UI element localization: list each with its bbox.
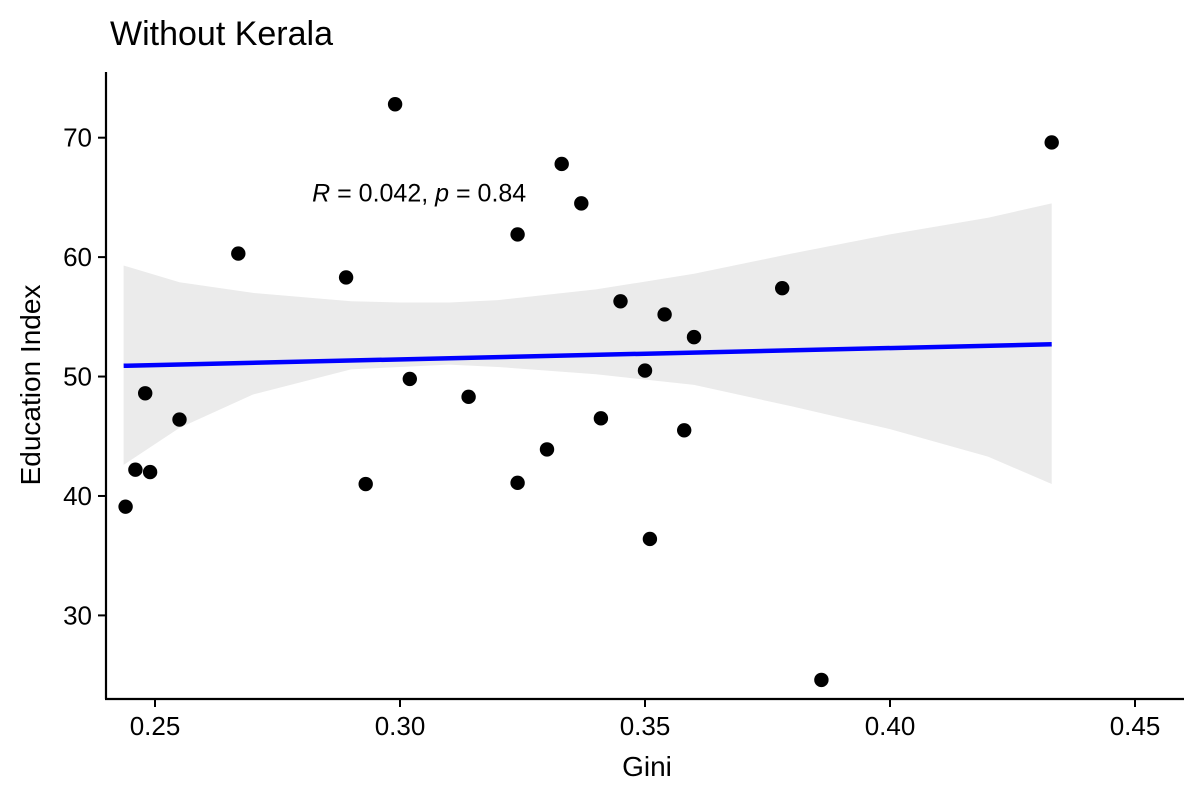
- data-point: [657, 307, 672, 322]
- data-point: [172, 412, 187, 427]
- data-point: [554, 156, 569, 172]
- data-points: [118, 97, 1059, 688]
- r-symbol: R: [312, 180, 330, 208]
- data-point: [461, 389, 476, 405]
- data-point: [402, 371, 417, 387]
- x-tick-label: 0.25: [130, 711, 181, 741]
- data-point: [138, 386, 153, 401]
- data-point: [539, 442, 555, 457]
- data-point: [677, 423, 692, 438]
- data-point: [510, 227, 525, 242]
- x-tick-label: 0.30: [375, 711, 426, 741]
- x-axis-ticks: 0.25 0.30 0.35 0.40 0.45: [130, 699, 1161, 741]
- y-tick-label: 30: [63, 600, 92, 630]
- x-tick-label: 0.35: [620, 711, 671, 741]
- data-point: [231, 246, 246, 261]
- p-value: = 0.84: [449, 180, 526, 208]
- data-point: [637, 363, 653, 378]
- data-point: [142, 464, 158, 480]
- data-point: [574, 196, 589, 211]
- y-axis-title: Education Index: [15, 285, 46, 486]
- r-value: = 0.042,: [330, 180, 435, 208]
- data-point: [358, 476, 373, 492]
- y-tick-label: 70: [63, 123, 92, 153]
- regression-line: [123, 342, 1052, 369]
- data-point: [814, 672, 829, 688]
- plot-area: [118, 97, 1059, 688]
- confidence-band: [123, 203, 1052, 484]
- data-point: [510, 475, 525, 491]
- data-point: [387, 97, 403, 112]
- data-point: [118, 499, 133, 514]
- data-point: [593, 411, 609, 426]
- x-tick-label: 0.40: [865, 711, 916, 741]
- chart-title: Without Kerala: [110, 15, 333, 53]
- correlation-annotation: R = 0.042, p = 0.84: [312, 180, 526, 208]
- y-tick-label: 50: [63, 362, 92, 392]
- data-point: [613, 294, 628, 309]
- data-point: [1044, 135, 1059, 150]
- x-axis-title: Gini: [622, 751, 672, 782]
- data-point: [642, 531, 658, 547]
- y-tick-label: 60: [63, 242, 92, 272]
- y-tick-label: 40: [63, 481, 92, 511]
- y-axis-ticks: 30 40 50 60 70: [63, 123, 106, 630]
- data-point: [686, 329, 702, 345]
- p-symbol: p: [434, 180, 449, 208]
- x-tick-label: 0.45: [1110, 711, 1161, 741]
- data-point: [338, 270, 354, 285]
- data-point: [775, 280, 790, 296]
- data-point: [128, 462, 143, 477]
